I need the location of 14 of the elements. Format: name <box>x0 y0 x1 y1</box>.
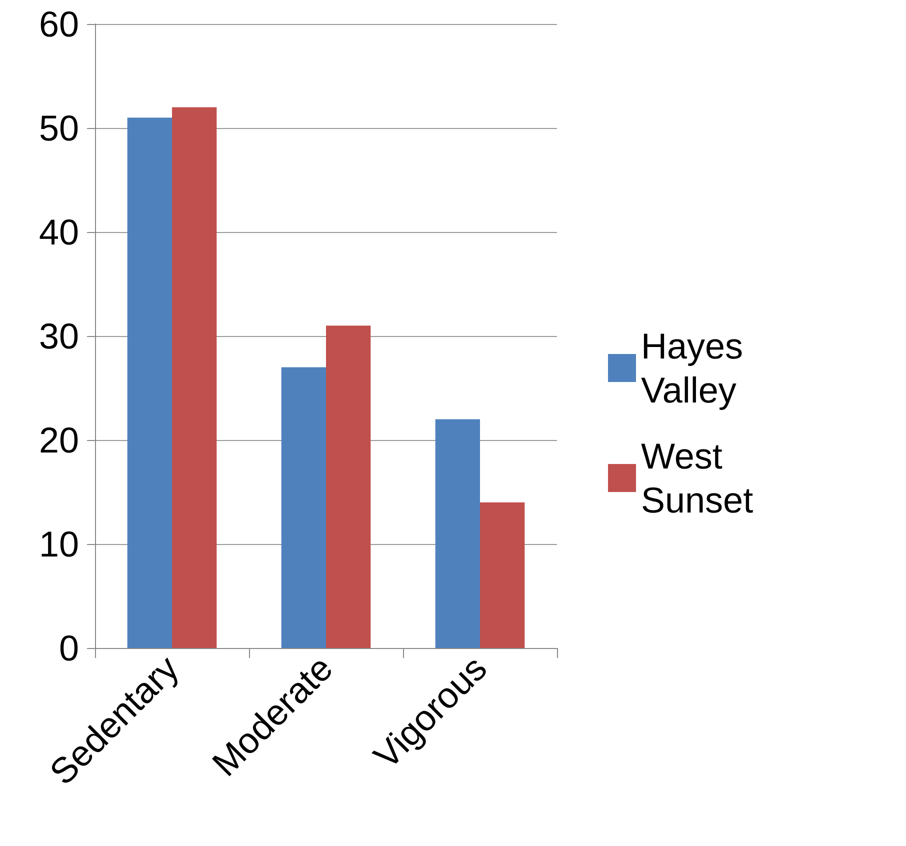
bar <box>172 107 217 648</box>
y-tick-label: 60 <box>38 4 79 44</box>
bar <box>326 326 371 648</box>
legend-label: West Sunset <box>641 436 754 520</box>
bar <box>480 502 525 648</box>
y-tick-label: 10 <box>38 524 79 564</box>
y-tick-label: 50 <box>38 108 79 148</box>
legend-label: Hayes Valley <box>641 326 754 410</box>
bar <box>127 118 172 648</box>
y-tick-label: 40 <box>38 212 79 252</box>
bar <box>435 419 480 648</box>
y-tick-label: 20 <box>38 420 79 460</box>
y-tick-label: 30 <box>38 316 79 356</box>
bar <box>281 367 326 648</box>
